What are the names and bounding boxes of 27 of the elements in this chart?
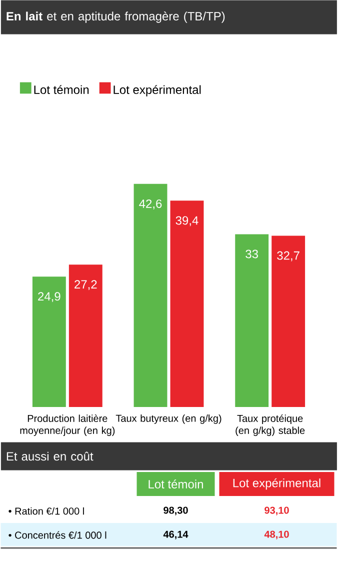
data-label: 42,6	[139, 199, 162, 210]
x-tick-label: Taux protéique (en g/kg) stable	[236, 414, 305, 436]
legend-label: Lot témoin	[34, 85, 89, 94]
x-tick-label: Production laitière moyenne/jour (en kg)	[20, 414, 115, 436]
bar	[235, 234, 269, 407]
data-label: 27,2	[74, 280, 97, 290]
data-label: 33	[246, 250, 258, 258]
text: 93,10	[264, 506, 290, 516]
text: 98,30	[164, 506, 188, 516]
data-label: 24,9	[38, 292, 61, 302]
bar	[134, 184, 168, 407]
bar	[69, 264, 103, 407]
bar	[272, 236, 306, 407]
category-label: Lot témoin	[148, 480, 204, 488]
bar	[170, 200, 204, 407]
chart-title: En lait et en aptitude fromagère (TB/TP)	[7, 12, 225, 23]
x-tick-label: Taux butyreux (en g/kg)	[116, 414, 222, 424]
category-label: • Concentrés €/1 000 l	[8, 531, 106, 539]
data-label: 39,4	[176, 216, 199, 226]
category-label: Lot expérimental	[234, 478, 321, 490]
text: 46,14	[164, 530, 188, 540]
legend-label: Lot expérimental	[114, 85, 201, 96]
text: Et aussi en coût	[7, 452, 94, 461]
bar	[32, 276, 66, 407]
text: 48,10	[264, 530, 290, 540]
data-label: 32,7	[277, 251, 300, 262]
category-label: • Ration €/1 000 l	[8, 507, 84, 515]
